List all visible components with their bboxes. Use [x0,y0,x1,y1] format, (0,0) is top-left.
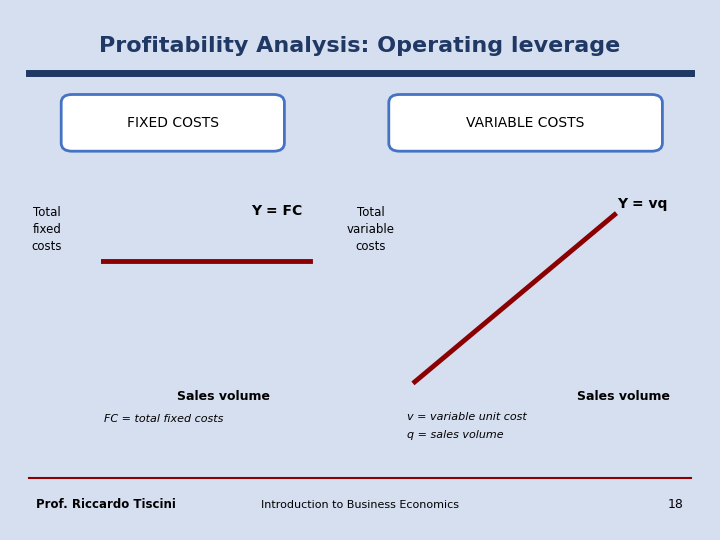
Text: Sales volume: Sales volume [177,390,270,403]
Text: FIXED COSTS: FIXED COSTS [127,116,219,130]
Text: Total
fixed
costs: Total fixed costs [32,206,62,253]
Text: Y = vq: Y = vq [618,197,668,211]
Text: Prof. Riccardo Tiscini: Prof. Riccardo Tiscini [36,498,176,511]
Text: v = variable unit cost: v = variable unit cost [407,412,526,422]
Text: FC = total fixed costs: FC = total fixed costs [104,414,224,423]
Text: VARIABLE COSTS: VARIABLE COSTS [467,116,585,130]
Text: Sales volume: Sales volume [577,390,670,403]
FancyBboxPatch shape [389,94,662,151]
Text: Total
variable
costs: Total variable costs [347,206,395,253]
Text: Introduction to Business Economics: Introduction to Business Economics [261,500,459,510]
Text: 18: 18 [668,498,684,511]
Text: Y = FC: Y = FC [251,204,303,218]
Text: q = sales volume: q = sales volume [407,430,503,440]
Text: Profitability Analysis: Operating leverage: Profitability Analysis: Operating levera… [99,36,621,56]
FancyBboxPatch shape [61,94,284,151]
